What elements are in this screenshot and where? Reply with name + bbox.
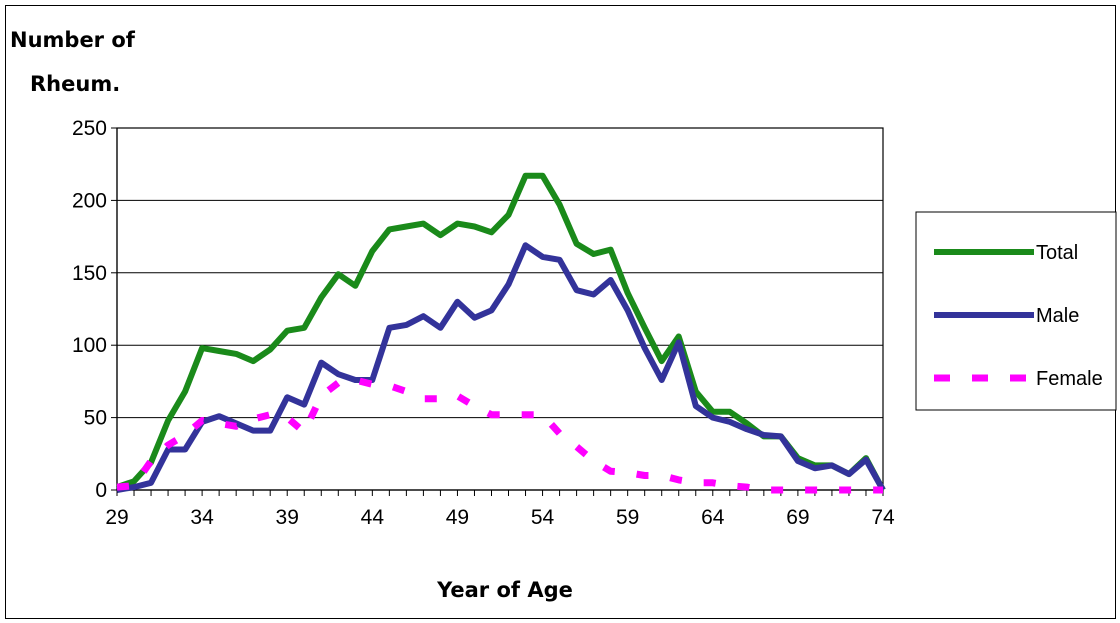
legend-label-total: Total	[1036, 242, 1078, 264]
y-axis-title-line2: Rheum.	[30, 72, 121, 96]
y-tick-label: 100	[72, 334, 107, 357]
series-line-male	[116, 242, 886, 493]
y-axis-title-line1: Number of	[10, 28, 135, 52]
y-tick-label: 150	[72, 262, 107, 285]
y-tick-label: 50	[84, 407, 107, 430]
y-axis-title: Number of Rheum.	[10, 18, 135, 106]
x-tick-label: 39	[276, 506, 299, 529]
x-tick-label: 69	[786, 506, 809, 529]
x-axis-title: Year of Age	[437, 578, 573, 602]
series-line-total	[116, 172, 886, 492]
axes: 0 50 100 150 200 250 29 34 39 44 49 54 59 64 69 74	[72, 117, 895, 529]
y-tick-label: 200	[72, 189, 107, 212]
legend: Total Male Female	[915, 211, 1117, 411]
x-tick-label: 29	[105, 506, 128, 529]
x-tick-label: 44	[361, 506, 385, 529]
legend-label-male: Male	[1036, 305, 1079, 327]
legend-label-female: Female	[1036, 368, 1103, 390]
y-tick-label: 0	[95, 479, 107, 502]
y-tick-label: 250	[72, 117, 107, 140]
x-tick-label: 34	[190, 506, 214, 529]
x-tick-label: 59	[616, 506, 639, 529]
x-tick-label: 74	[871, 506, 895, 529]
x-tick-label: 64	[701, 506, 725, 529]
x-tick-label: 54	[531, 506, 555, 529]
series-lines	[116, 172, 886, 494]
x-tick-label: 49	[446, 506, 469, 529]
